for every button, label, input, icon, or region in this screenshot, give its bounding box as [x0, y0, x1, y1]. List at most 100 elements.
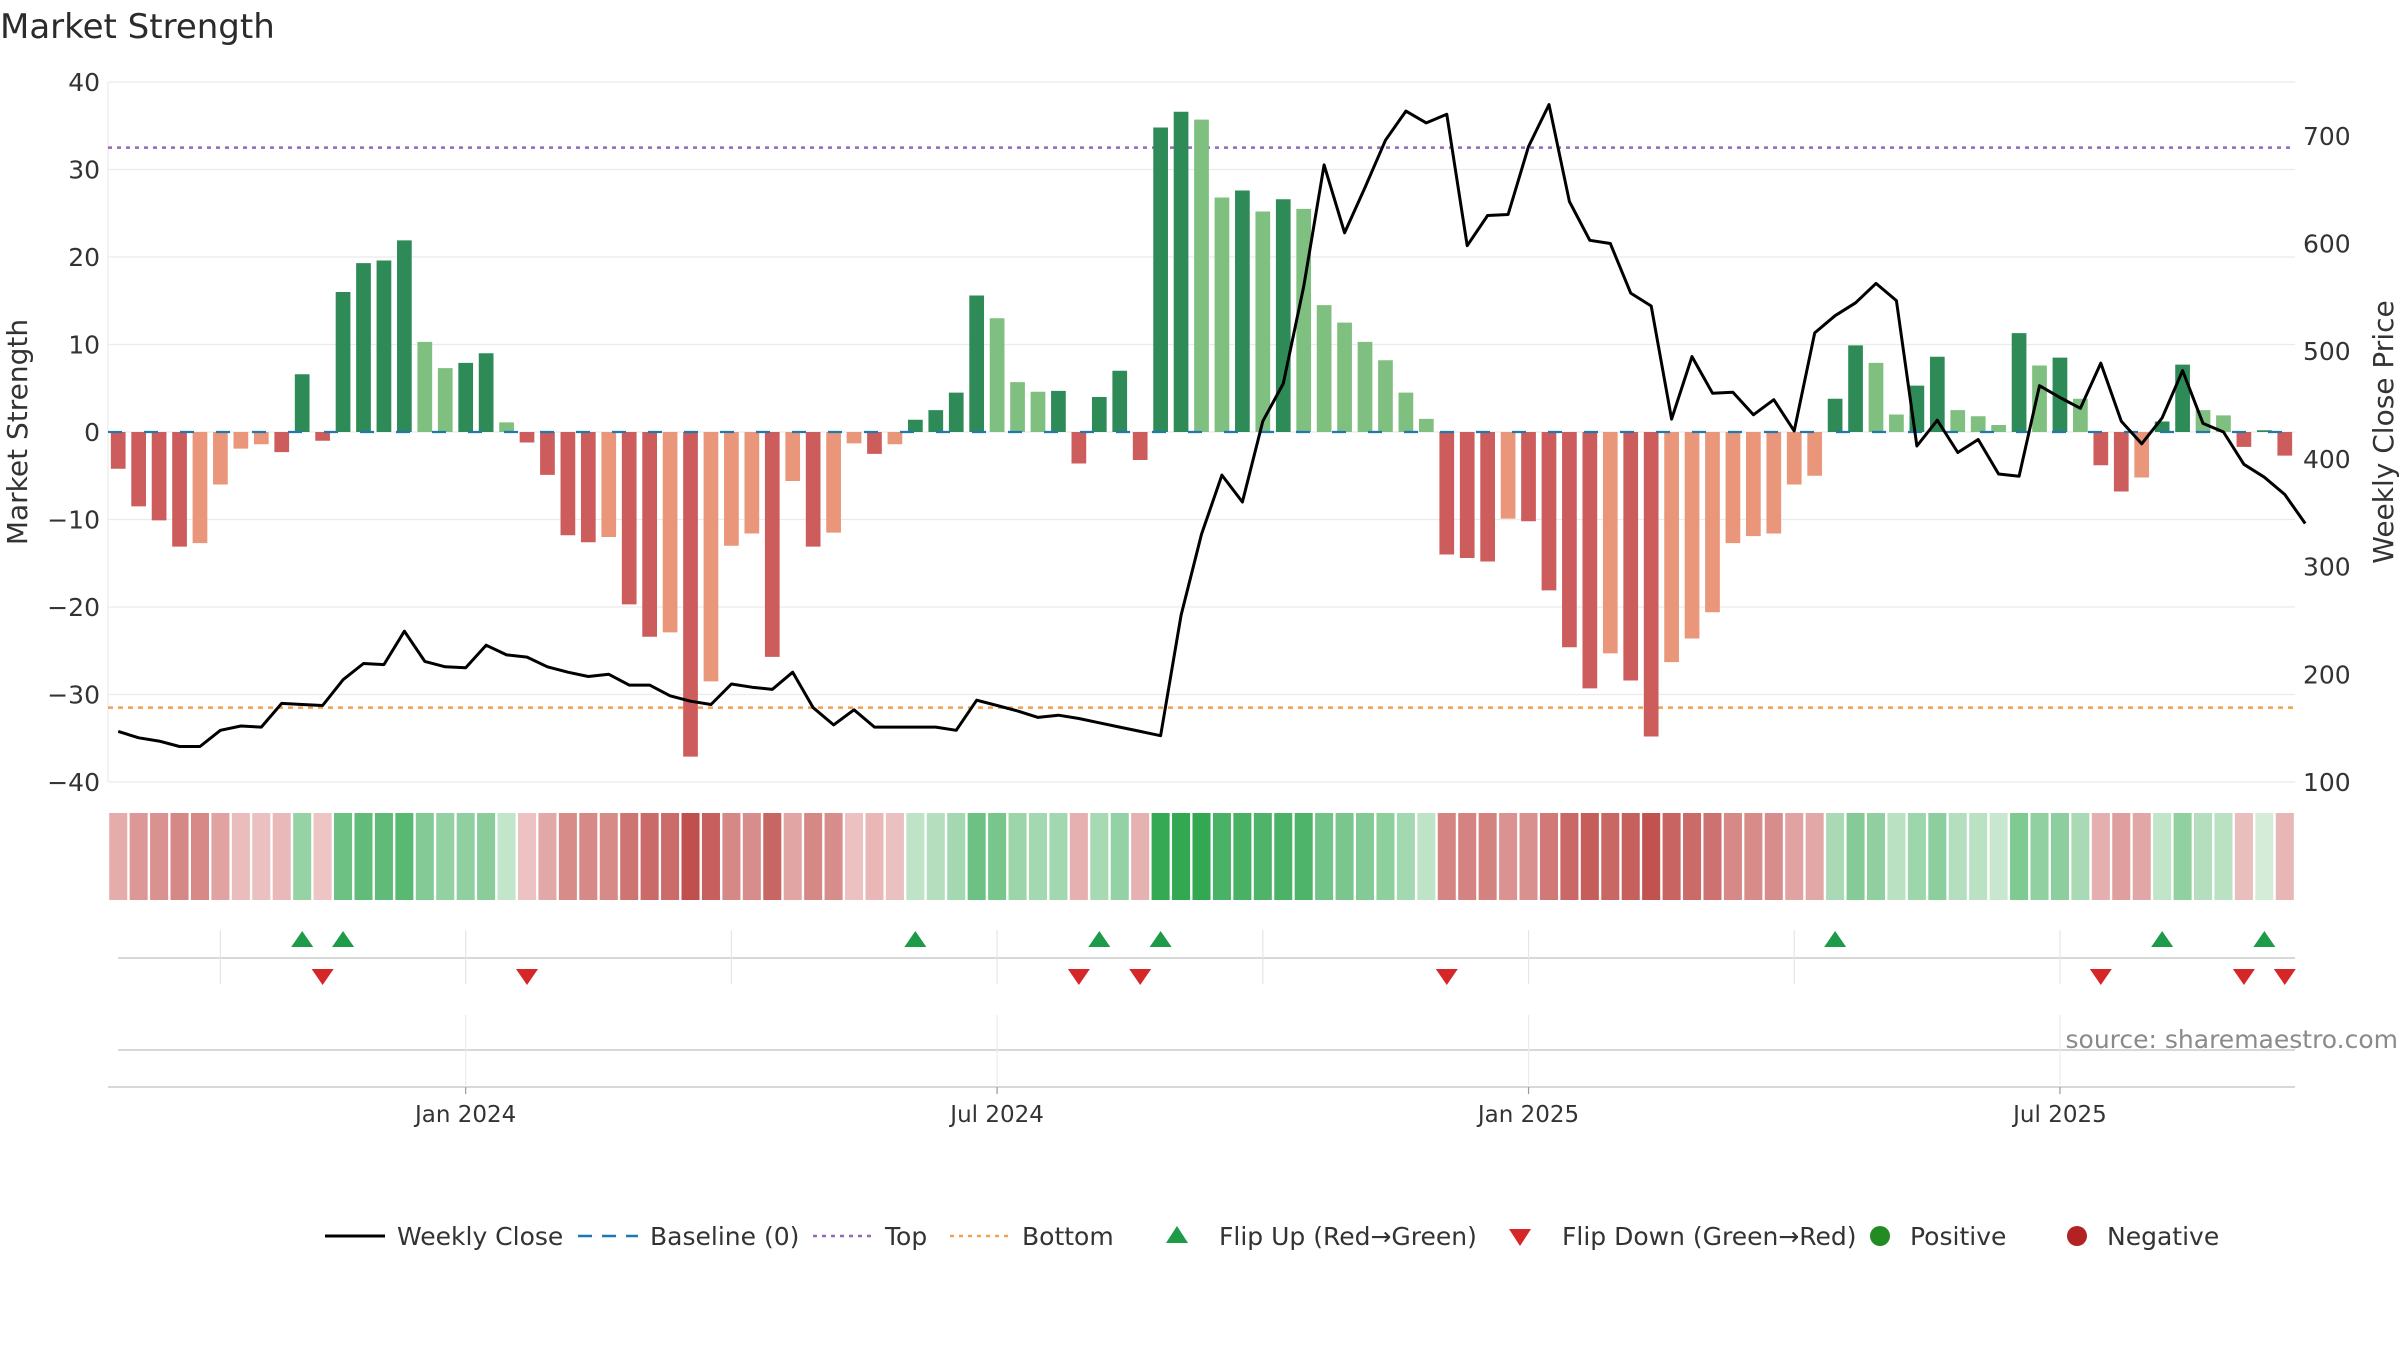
- strip-cell: [497, 813, 516, 900]
- flip-up-marker: [1824, 931, 1847, 947]
- strength-bar: [1398, 392, 1414, 432]
- legend-entry: Baseline (0): [578, 1222, 799, 1251]
- flip-down-marker: [1435, 969, 1458, 985]
- strip-cell: [742, 813, 761, 900]
- strength-bar: [2113, 432, 2129, 492]
- strip-cell: [129, 813, 148, 900]
- strip-cell: [1458, 813, 1477, 900]
- strength-bar: [2073, 398, 2088, 432]
- strength-bar: [437, 368, 453, 432]
- strength-bar: [213, 432, 228, 485]
- strip-cell: [1335, 813, 1354, 900]
- strip-cell: [1560, 813, 1579, 900]
- strip-cell: [1478, 813, 1497, 900]
- strength-bar: [1746, 432, 1761, 537]
- legend-label: Baseline (0): [650, 1222, 799, 1251]
- strip-cell: [2050, 813, 2069, 900]
- strength-bar: [2175, 364, 2190, 432]
- strength-bar: [376, 260, 392, 432]
- strip-cell: [2132, 813, 2151, 900]
- left-tick-label: −10: [47, 506, 100, 535]
- strip-cell: [190, 813, 209, 900]
- legend-entry: Top: [813, 1222, 927, 1251]
- flip-down-marker: [2273, 969, 2296, 985]
- strip-cell: [395, 813, 414, 900]
- strip-cell: [1989, 813, 2008, 900]
- strip-cell: [701, 813, 720, 900]
- strip-cell: [436, 813, 455, 900]
- strength-heatmap-strip: [109, 813, 2294, 900]
- strength-bar: [335, 292, 351, 432]
- right-tick-label: 400: [2303, 445, 2351, 474]
- strength-bar: [1275, 199, 1291, 432]
- right-tick-label: 300: [2303, 553, 2351, 582]
- strength-bar: [110, 432, 126, 469]
- strip-cell: [374, 813, 393, 900]
- strength-bar: [274, 432, 290, 453]
- strip-cell: [354, 813, 373, 900]
- strength-bar: [1357, 341, 1373, 432]
- strength-bar: [867, 432, 882, 454]
- left-tick-label: 40: [68, 68, 100, 97]
- strength-bar: [540, 432, 555, 475]
- x-tick-label: Jul 2025: [2011, 1102, 2107, 1128]
- reference-lines: [108, 146, 2295, 709]
- strip-cell: [599, 813, 618, 900]
- strength-bar: [1562, 432, 1577, 648]
- strength-bar: [1827, 398, 1843, 432]
- legend-entry: Bottom: [950, 1222, 1114, 1251]
- strip-cell: [2214, 813, 2233, 900]
- strength-bar: [1848, 345, 1863, 432]
- strip-cell: [415, 813, 434, 900]
- legend-label: Negative: [2107, 1222, 2219, 1251]
- strip-cell: [293, 813, 312, 900]
- strip-cell: [1969, 813, 1988, 900]
- strength-bar: [2154, 421, 2170, 432]
- legend-swatch: [1509, 1229, 1531, 1246]
- strength-bar: [1153, 127, 1168, 432]
- flip-down-marker: [1067, 969, 1090, 985]
- strength-bar: [785, 432, 801, 481]
- strip-cell: [2091, 813, 2110, 900]
- strip-cell: [538, 813, 557, 900]
- strip-cell: [845, 813, 864, 900]
- left-y-axis: 40 30 20 10 0 −10 −20 −30 −40: [47, 68, 100, 797]
- strength-bar: [1459, 432, 1475, 558]
- strip-cell: [1887, 813, 1906, 900]
- strength-bar: [764, 432, 780, 657]
- strip-cell: [1499, 813, 1518, 900]
- flip-down-marker: [1129, 969, 1152, 985]
- strip-cell: [1683, 813, 1702, 900]
- strength-bar: [1051, 390, 1066, 432]
- strip-cell: [1294, 813, 1313, 900]
- strip-cell: [334, 813, 353, 900]
- left-tick-label: −40: [47, 768, 100, 797]
- x-axis: Jan 2024 Jul 2024 Jan 2025 Jul 2025: [108, 1086, 2295, 1128]
- strength-bar: [1296, 208, 1312, 432]
- strip-cell: [926, 813, 945, 900]
- strength-bars: [108, 111, 2295, 757]
- strength-bar: [315, 432, 330, 441]
- left-tick-label: 10: [68, 331, 100, 360]
- strength-bar: [1684, 432, 1700, 639]
- strength-bar: [1316, 305, 1332, 432]
- strip-cell: [2030, 813, 2049, 900]
- legend: Weekly Close Baseline (0) Top Bottom Flip Up…: [325, 1222, 2219, 1251]
- flip-down-marker: [516, 969, 539, 985]
- right-y-axis: 700 600 500 400 300 200 100: [2303, 122, 2351, 797]
- strip-cell: [2071, 813, 2090, 900]
- strip-cell: [1764, 813, 1783, 900]
- strength-bar: [1337, 322, 1352, 432]
- strength-bar: [805, 432, 821, 547]
- strip-cell: [2153, 813, 2172, 900]
- strength-bar: [1991, 425, 2006, 432]
- strip-cell: [2234, 813, 2253, 900]
- legend-entry: Positive: [1870, 1222, 2006, 1251]
- strength-bar: [969, 295, 985, 432]
- strip-cell: [1539, 813, 1558, 900]
- strip-cell: [1723, 813, 1742, 900]
- legend-swatch: [2067, 1226, 2087, 1246]
- right-tick-label: 600: [2303, 230, 2351, 259]
- strip-cell: [722, 813, 741, 900]
- strength-bar: [1766, 432, 1782, 534]
